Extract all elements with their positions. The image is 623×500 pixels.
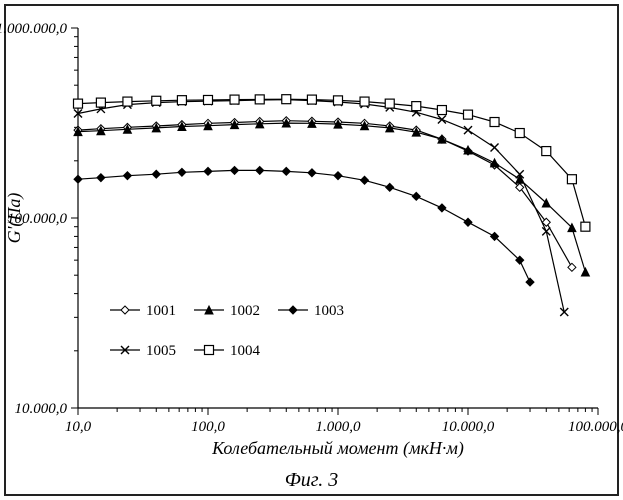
figure-caption: Фиг. 3 xyxy=(285,469,339,491)
legend-label-1005: 1005 xyxy=(146,343,176,359)
legend-label-1002: 1002 xyxy=(230,303,260,319)
x-tick-label: 1.000,0 xyxy=(316,419,362,435)
x-tick-label: 100.000,0 xyxy=(568,419,623,435)
y-tick-label: 10.000,0 xyxy=(15,401,68,417)
chart-svg: 10,0 100,0 1.000,0 10.000,0 100.000,0 10.000,… xyxy=(0,0,623,500)
x-tick-label: 10,0 xyxy=(65,419,92,435)
x-tick-label: 100,0 xyxy=(191,419,225,435)
y-tick-label: 1.000.000,0 xyxy=(0,21,68,37)
legend-label-1001: 1001 xyxy=(146,303,176,319)
x-axis-label: Колебательный момент (мкН·м) xyxy=(211,438,464,459)
y-axis-label: G'(Па) xyxy=(4,193,25,244)
legend-label-1003: 1003 xyxy=(314,303,344,319)
legend-label-1004: 1004 xyxy=(230,343,261,359)
x-tick-label: 10.000,0 xyxy=(442,419,495,435)
